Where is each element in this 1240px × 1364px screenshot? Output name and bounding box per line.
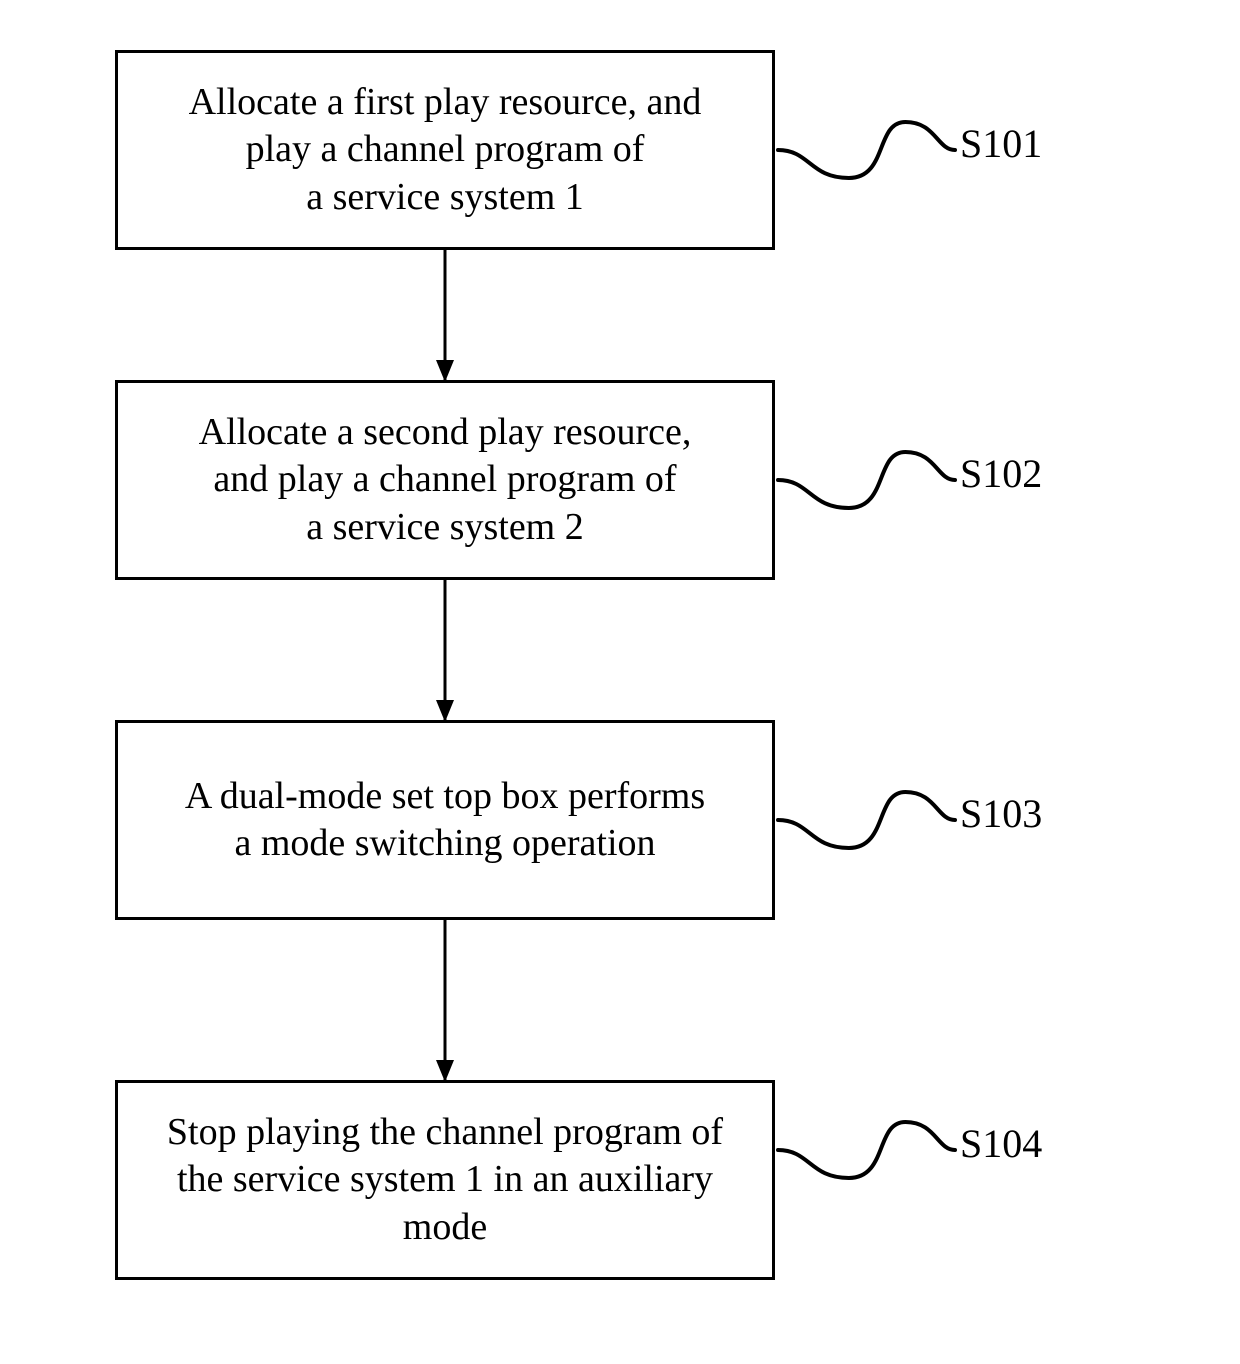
- squiggle-connector: [778, 452, 955, 508]
- flowchart-canvas: Allocate a first play resource, andplay …: [0, 0, 1240, 1364]
- flowchart-node-text: Allocate a first play resource, andplay …: [189, 79, 702, 222]
- step-label-s101: S101: [960, 120, 1042, 167]
- step-label-s102: S102: [960, 450, 1042, 497]
- flowchart-node-text: A dual-mode set top box performsa mode s…: [185, 773, 705, 868]
- flowchart-node-n4: Stop playing the channel program ofthe s…: [115, 1080, 775, 1280]
- flowchart-node-n3: A dual-mode set top box performsa mode s…: [115, 720, 775, 920]
- squiggle-connector: [778, 792, 955, 848]
- squiggle-connector: [778, 122, 955, 178]
- flowchart-node-text: Stop playing the channel program ofthe s…: [167, 1109, 723, 1252]
- flowchart-node-text: Allocate a second play resource,and play…: [199, 409, 692, 552]
- squiggle-connector: [778, 1122, 955, 1178]
- step-label-s103: S103: [960, 790, 1042, 837]
- flowchart-node-n2: Allocate a second play resource,and play…: [115, 380, 775, 580]
- flowchart-node-n1: Allocate a first play resource, andplay …: [115, 50, 775, 250]
- step-label-s104: S104: [960, 1120, 1042, 1167]
